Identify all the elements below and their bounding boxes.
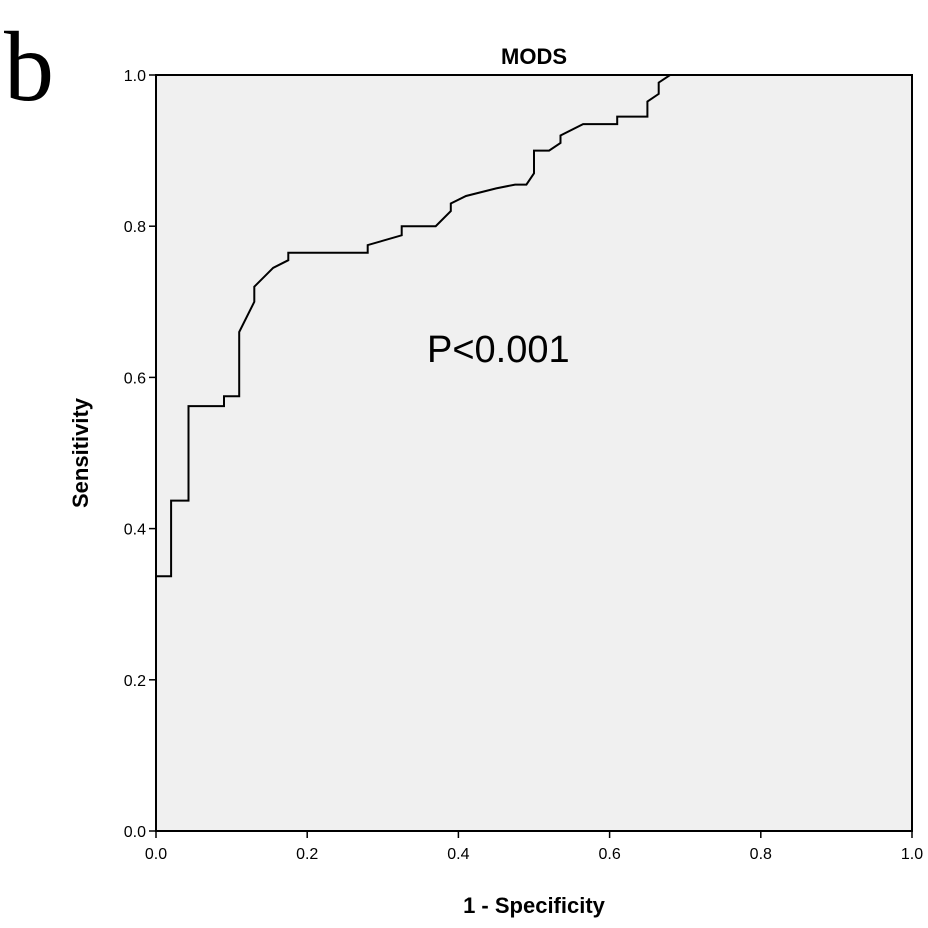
plot-area (155, 74, 913, 832)
x-tick-label: 0.2 (296, 846, 318, 863)
roc-curve-line (155, 74, 912, 831)
x-tick-label: 0.4 (447, 846, 469, 863)
y-tick-label: 0.6 (124, 370, 146, 387)
x-axis-ticks: 0.0 0.2 0.4 0.6 0.8 1.0 (145, 831, 923, 863)
x-tick-label: 0.0 (145, 846, 167, 863)
chart-title: MODS (501, 44, 567, 69)
panel-label: b (4, 11, 54, 122)
x-axis-label: 1 - Specificity (463, 893, 606, 918)
y-tick-label: 0.4 (124, 522, 146, 539)
p-value-annotation: P<0.001 (427, 329, 570, 371)
x-tick-label: 0.6 (598, 846, 620, 863)
y-tick-label: 0.0 (124, 824, 146, 841)
y-tick-label: 1.0 (124, 68, 146, 85)
y-tick-label: 0.8 (124, 219, 146, 236)
x-tick-label: 1.0 (901, 846, 923, 863)
y-axis-label: Sensitivity (68, 397, 93, 508)
x-tick-label: 0.8 (750, 846, 772, 863)
y-tick-label: 0.2 (124, 673, 146, 690)
y-axis-ticks: 0.0 0.2 0.4 0.6 0.8 1.0 (124, 68, 156, 841)
